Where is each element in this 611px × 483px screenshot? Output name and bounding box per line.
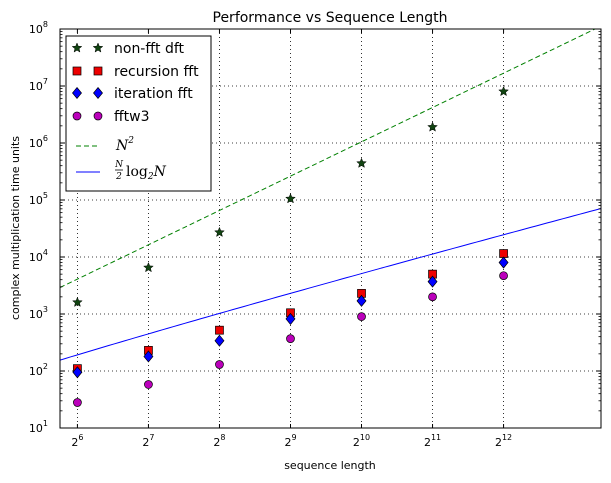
data-point-star <box>143 261 154 273</box>
data-point-diamond <box>143 350 154 363</box>
legend-marker-diamond <box>72 86 103 100</box>
legend-label-nlogn: log2N <box>126 164 167 182</box>
legend-marker <box>71 42 83 53</box>
data-point-circle <box>428 292 437 302</box>
n-squared-line <box>60 29 597 288</box>
data-point-diamond <box>356 294 367 307</box>
axis-ticks: 26 27 28 29 210 211 212 101 102 103 104 105 106 107 10… <box>29 20 601 449</box>
y-tick-label: 103 <box>29 305 48 321</box>
chart-title: Performance vs Sequence Length <box>213 10 448 26</box>
legend-marker <box>92 42 104 53</box>
legend-marker <box>72 86 82 100</box>
data-point-square <box>499 249 508 258</box>
data-point-diamond <box>285 312 296 325</box>
data-point-circle <box>215 360 224 369</box>
plot-area <box>59 28 602 429</box>
series-iteration-fft <box>72 256 509 379</box>
data-point-circle <box>286 334 295 343</box>
legend-marker <box>93 86 103 100</box>
x-tick-label: 211 <box>424 433 441 449</box>
data-point-star <box>356 157 367 168</box>
reference-lines <box>60 29 601 361</box>
y-axis-title: complex multiplication time units <box>9 136 22 320</box>
legend-marker-square <box>72 66 103 76</box>
legend-fraction-denominator: 2 <box>115 172 122 182</box>
legend-entry-n-squared: N2 <box>76 136 134 154</box>
y-tick-label: 106 <box>29 134 48 150</box>
data-point-star <box>72 296 83 307</box>
data-point-circle <box>144 380 153 389</box>
x-tick-label: 212 <box>495 433 512 449</box>
legend-marker <box>72 66 82 76</box>
legend-entry-iteration-fft: iteration fft <box>72 86 193 102</box>
series-recursion-fft <box>73 249 508 373</box>
y-tick-label: 108 <box>29 20 48 36</box>
data-point-circle <box>499 271 508 281</box>
data-point-star <box>498 85 509 97</box>
legend-entry-fftw3: fftw3 <box>72 109 150 125</box>
data-point-diamond <box>498 256 509 269</box>
series-non-fft-dft <box>72 85 509 307</box>
legend-marker <box>93 66 103 76</box>
x-axis-title: sequence length <box>284 459 376 472</box>
legend-label: non-fft dft <box>114 41 185 57</box>
data-point-square <box>215 325 224 335</box>
x-tick-label: 210 <box>353 433 370 449</box>
y-tick-label: 107 <box>29 77 48 93</box>
y-tick-label: 104 <box>29 248 48 264</box>
y-tick-label: 105 <box>29 191 48 207</box>
legend-entry-non-fft-dft: non-fft dft <box>71 41 185 57</box>
legend: non-fft dft recursion fft iteration fft … <box>65 35 212 192</box>
x-tick-label: 26 <box>71 433 83 449</box>
legend-marker-star <box>71 42 104 53</box>
data-point-star <box>427 121 438 132</box>
legend-box <box>65 35 212 192</box>
data-point-star <box>285 193 296 204</box>
legend-fraction-numerator: N <box>114 160 124 170</box>
legend-label: iteration fft <box>114 86 193 102</box>
series-fftw3 <box>73 271 508 407</box>
data-points <box>72 85 509 407</box>
data-point-diamond <box>72 366 83 379</box>
y-tick-label: 102 <box>29 362 48 378</box>
legend-label: recursion fft <box>114 64 199 80</box>
nlogn-line <box>60 208 601 361</box>
y-tick-label: 101 <box>29 419 48 435</box>
data-point-diamond <box>214 334 225 347</box>
data-point-circle <box>73 398 82 407</box>
x-tick-label: 28 <box>213 433 225 449</box>
legend-marker <box>72 111 82 121</box>
x-tick-label: 27 <box>142 433 154 449</box>
data-point-star <box>214 226 225 238</box>
legend-label: fftw3 <box>114 109 150 125</box>
data-point-diamond <box>427 275 438 288</box>
data-point-circle <box>357 312 366 321</box>
legend-marker <box>93 111 103 121</box>
legend-entry-recursion-fft: recursion fft <box>72 64 199 80</box>
legend-marker-circle <box>72 111 103 121</box>
legend-label-n-squared: N2 <box>115 136 134 154</box>
legend-entry-nlogn: N 2 log2N <box>76 160 167 182</box>
x-tick-label: 29 <box>284 433 296 449</box>
